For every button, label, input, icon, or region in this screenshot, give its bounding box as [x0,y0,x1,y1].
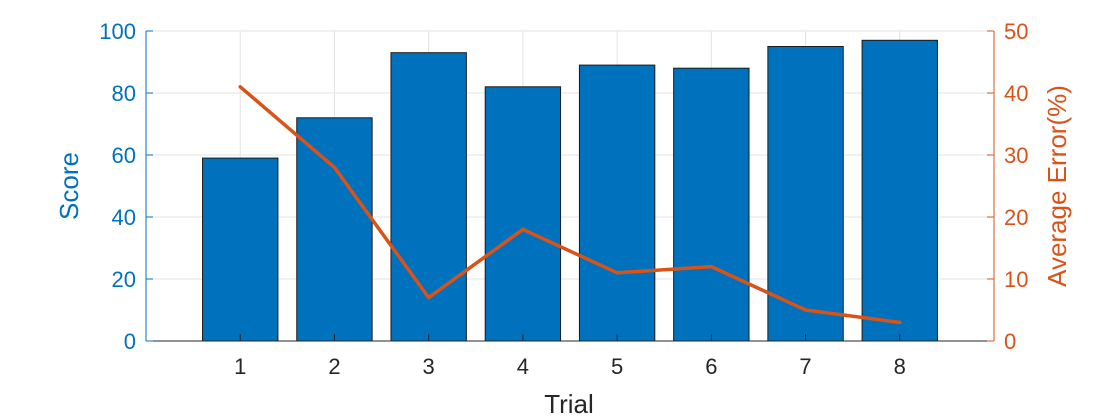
x-tick-label: 3 [423,354,435,379]
y-left-tick-label: 80 [112,81,136,106]
x-tick-label: 6 [705,354,717,379]
y-axis-right-title: Average Error(%) [1042,85,1072,287]
x-tick-label: 7 [799,354,811,379]
bar-series [202,39,938,342]
error-line [238,85,902,325]
x-tick-label: 2 [328,354,340,379]
y-left-tick-label: 0 [124,329,136,354]
line-series [238,85,902,325]
y-right-tick-label: 40 [1004,81,1028,106]
bar [484,86,562,342]
axes [145,30,995,342]
bar [673,67,750,342]
y-right-tick-label: 20 [1004,205,1028,230]
x-tick-label: 1 [234,354,246,379]
y-right-tick-label: 50 [1004,19,1028,44]
y-right-tick-label: 30 [1004,143,1028,168]
bar [296,117,373,342]
bar [390,52,467,342]
y-left-tick-label: 100 [99,19,136,44]
y-left-tick-label: 20 [112,267,136,292]
y-left-tick-label: 60 [112,143,136,168]
bar [767,46,844,342]
y-right-tick-label: 0 [1004,329,1016,354]
y-right-tick-label: 10 [1004,267,1028,292]
y-left-tick-label: 40 [112,205,136,230]
x-tick-label: 8 [894,354,906,379]
bar [861,39,938,342]
x-tick-label: 5 [611,354,623,379]
bar [202,157,279,342]
bar [578,64,656,342]
y-axis-left-title: Score [54,152,84,220]
x-axis-title: Trial [544,389,594,419]
x-tick-label: 4 [517,354,529,379]
